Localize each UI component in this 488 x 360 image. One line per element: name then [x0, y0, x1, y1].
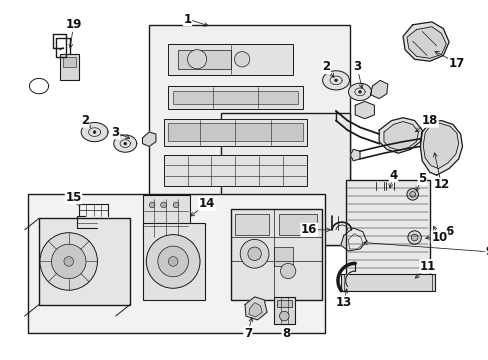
Text: 9: 9 — [484, 246, 488, 258]
Bar — [230, 209, 321, 300]
Polygon shape — [406, 27, 446, 58]
Polygon shape — [402, 22, 448, 61]
Bar — [221, 113, 350, 245]
Bar — [142, 195, 190, 241]
Polygon shape — [142, 132, 156, 147]
Circle shape — [158, 246, 188, 277]
Text: 18: 18 — [421, 114, 437, 127]
Bar — [340, 274, 434, 291]
Circle shape — [406, 189, 418, 200]
Circle shape — [407, 231, 421, 244]
Circle shape — [161, 202, 166, 208]
Polygon shape — [378, 118, 422, 153]
Circle shape — [187, 50, 206, 69]
Polygon shape — [340, 228, 366, 251]
Circle shape — [146, 235, 200, 288]
Circle shape — [409, 192, 415, 197]
Text: 5: 5 — [417, 172, 426, 185]
Text: 17: 17 — [447, 57, 464, 69]
Circle shape — [168, 257, 178, 266]
Circle shape — [234, 51, 249, 67]
Bar — [163, 155, 306, 186]
Circle shape — [149, 202, 155, 208]
Bar — [278, 213, 316, 235]
Polygon shape — [370, 80, 387, 99]
Polygon shape — [248, 303, 262, 317]
Text: 12: 12 — [432, 178, 448, 191]
Bar — [415, 245, 420, 250]
Bar — [168, 44, 292, 75]
Circle shape — [410, 234, 417, 241]
Text: 2: 2 — [81, 114, 89, 127]
Circle shape — [334, 79, 337, 82]
Polygon shape — [420, 121, 462, 175]
Polygon shape — [81, 122, 108, 142]
Text: 2: 2 — [322, 60, 330, 73]
Bar — [235, 213, 268, 235]
Text: 3: 3 — [352, 60, 361, 73]
Bar — [149, 25, 350, 245]
Bar — [168, 86, 302, 109]
Circle shape — [358, 90, 361, 93]
Bar — [60, 54, 79, 80]
Bar — [163, 119, 306, 145]
Bar — [385, 182, 393, 192]
Polygon shape — [423, 123, 458, 168]
Bar — [178, 50, 230, 69]
Text: 10: 10 — [430, 231, 447, 244]
Polygon shape — [114, 135, 137, 152]
Text: 14: 14 — [198, 197, 214, 211]
Text: 3: 3 — [111, 126, 120, 139]
Bar — [39, 218, 130, 305]
Text: 15: 15 — [65, 191, 81, 204]
Text: 1: 1 — [183, 13, 191, 26]
Polygon shape — [348, 83, 371, 100]
Text: 13: 13 — [335, 296, 351, 309]
Circle shape — [280, 264, 295, 279]
Circle shape — [279, 311, 288, 321]
Circle shape — [173, 202, 179, 208]
Bar — [63, 57, 76, 67]
Polygon shape — [354, 102, 374, 119]
Bar — [27, 194, 324, 333]
Bar — [273, 297, 294, 324]
Circle shape — [93, 131, 96, 134]
Bar — [369, 190, 407, 223]
Bar — [345, 180, 429, 276]
Text: 16: 16 — [301, 223, 317, 236]
Bar — [276, 300, 291, 307]
Bar — [142, 223, 204, 300]
Bar — [173, 91, 297, 104]
Bar — [376, 182, 383, 192]
Polygon shape — [350, 149, 359, 161]
Text: 19: 19 — [65, 18, 81, 31]
Polygon shape — [348, 234, 362, 249]
Text: 11: 11 — [419, 260, 435, 273]
Circle shape — [64, 257, 73, 266]
Bar — [408, 232, 413, 237]
Circle shape — [51, 244, 86, 279]
Polygon shape — [322, 71, 349, 90]
Text: 4: 4 — [388, 169, 397, 182]
Polygon shape — [244, 297, 266, 320]
Circle shape — [40, 233, 97, 290]
Bar — [273, 247, 292, 266]
Polygon shape — [383, 122, 418, 150]
Circle shape — [123, 142, 126, 145]
Bar — [168, 123, 302, 141]
Text: 7: 7 — [244, 327, 251, 340]
Circle shape — [247, 247, 261, 261]
Circle shape — [240, 239, 268, 268]
Text: 8: 8 — [282, 327, 290, 340]
Text: 6: 6 — [444, 225, 452, 238]
